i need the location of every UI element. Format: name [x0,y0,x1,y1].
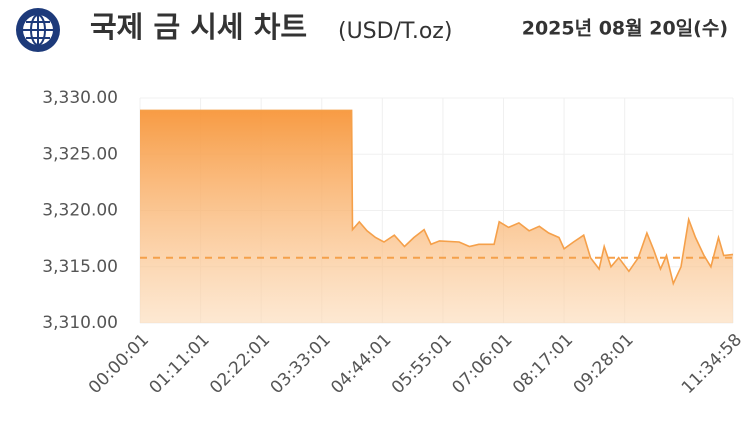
chart-title: 국제 금 시세 차트 [90,10,307,44]
y-tick-label: 3,330.00 [42,88,118,108]
x-tick-label: 11:34:58 [678,330,743,398]
y-tick-label: 3,315.00 [42,257,118,277]
x-tick-label: 09:28:01 [570,330,638,398]
price-line [140,109,734,287]
area-fill [140,110,733,324]
x-tick-label: 01:11:01 [146,330,214,398]
x-tick-label: 00:00:01 [85,330,153,398]
x-tick-label: 08:17:01 [509,330,577,398]
x-tick-label: 05:55:01 [388,330,456,398]
x-tick-label: 04:44:01 [327,330,395,398]
x-tick-label: 03:33:01 [267,330,335,398]
y-tick-label: 3,310.00 [42,313,118,333]
unit-label: (USD/T.oz) [338,19,452,44]
x-tick-label: 02:22:01 [206,330,274,398]
plot: 3,310.00 3,315.00 3,320.00 3,325.00 3,330.00… [42,88,743,398]
date-label: 2025년 08월 20일(수) [522,18,728,40]
x-tick-label: 07:06:01 [448,330,516,398]
logo [16,8,60,52]
y-tick-label: 3,320.00 [42,201,118,221]
y-tick-label: 3,325.00 [42,144,118,164]
